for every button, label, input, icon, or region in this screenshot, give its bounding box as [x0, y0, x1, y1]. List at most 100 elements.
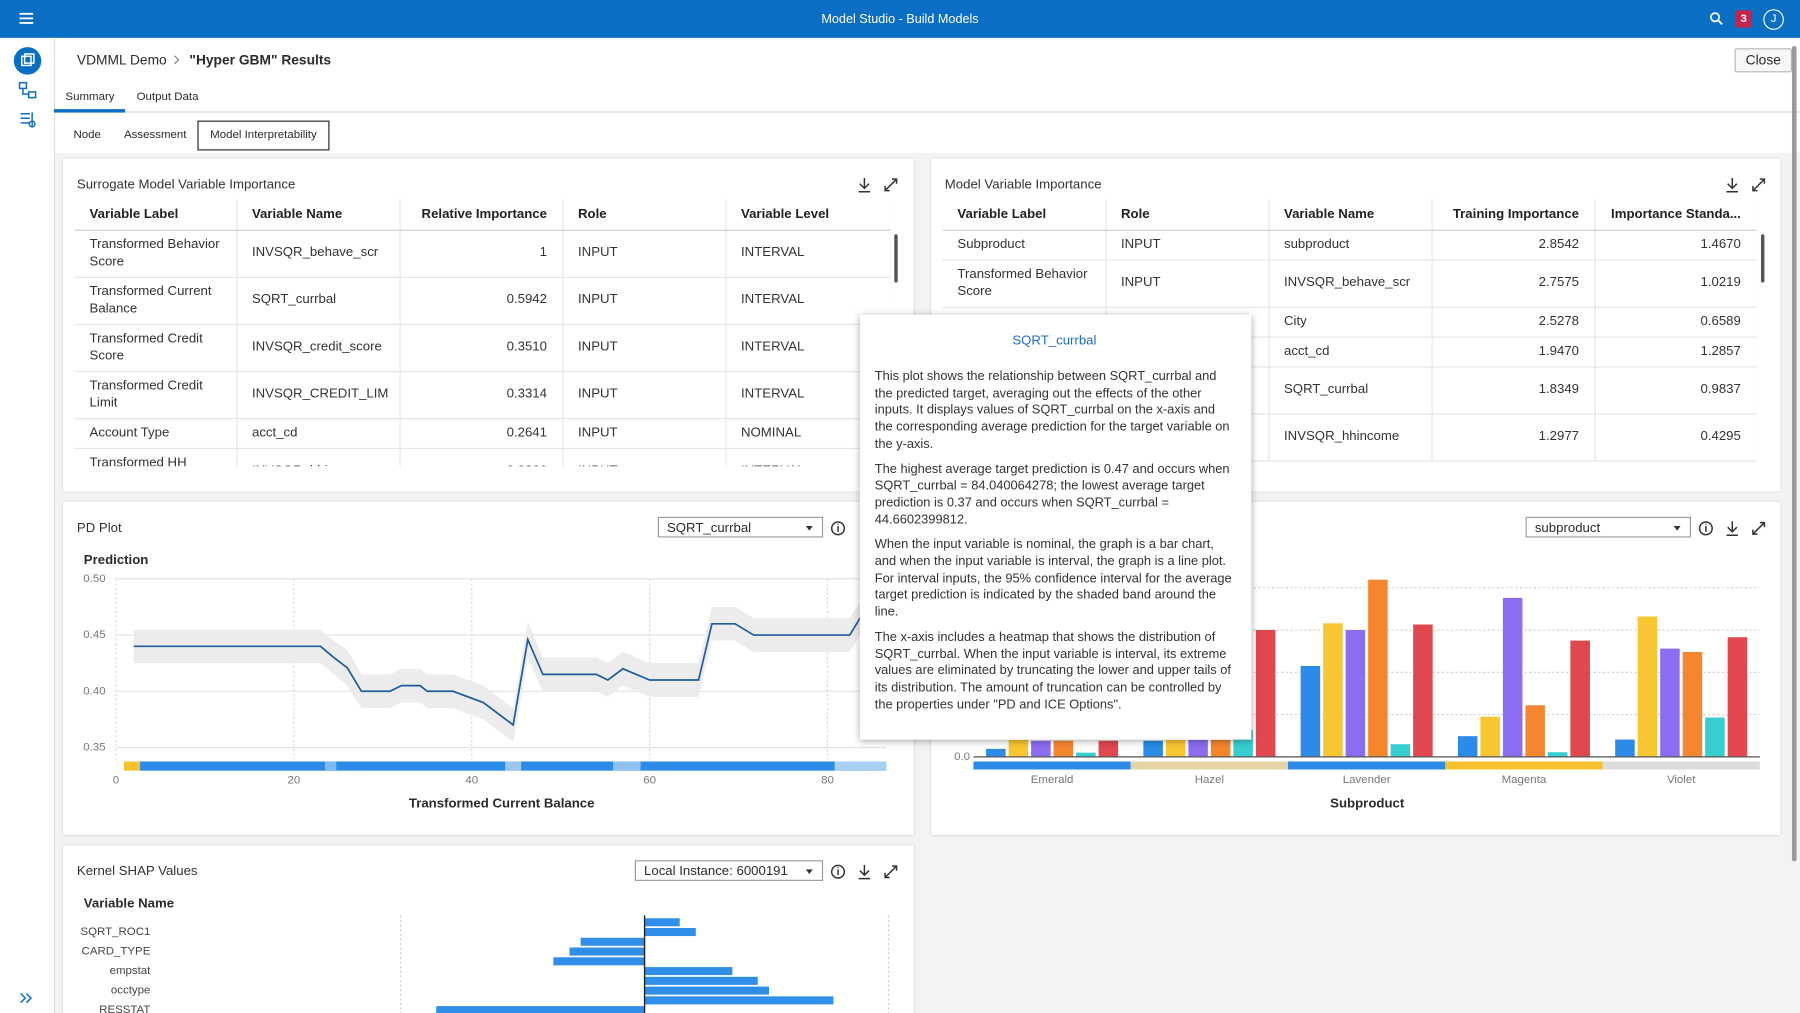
- table-cell: INVSQR_hhincome: [236, 447, 401, 467]
- search-button[interactable]: [1709, 11, 1723, 25]
- info-button[interactable]: [830, 521, 846, 536]
- table-cell: 1.2977: [1431, 413, 1596, 462]
- results-icon[interactable]: [18, 110, 36, 128]
- table-cell: 2.7575: [1431, 259, 1596, 308]
- table-cell: 0.5942: [399, 276, 564, 325]
- table-cell: INTERVAL: [725, 276, 891, 325]
- close-button[interactable]: Close: [1734, 48, 1792, 73]
- column-header[interactable]: Role: [1105, 199, 1270, 231]
- scroll-thumb[interactable]: [894, 234, 898, 283]
- table-cell: Transformed Behavior Score: [942, 259, 1107, 308]
- x-tick-label: 60: [643, 775, 656, 787]
- table-cell: INPUT: [562, 323, 727, 372]
- x-tick-label: Hazel: [1195, 774, 1224, 786]
- table-cell: 1.4670: [1594, 229, 1757, 261]
- bar: [1457, 736, 1478, 757]
- bar: [644, 967, 733, 976]
- pd-panel: [63, 501, 914, 835]
- tooltip-paragraph: The x-axis includes a heatmap that shows…: [874, 630, 1231, 712]
- column-header[interactable]: Variable Name: [236, 199, 401, 231]
- column-header[interactable]: Variable Level: [725, 199, 891, 231]
- bar: [1368, 579, 1388, 757]
- y-tick-label: 0.35: [83, 742, 105, 754]
- data-table: Variable Label Variable Name Relative Impo…: [74, 199, 891, 467]
- tooltip-paragraph: The highest average target prediction is…: [874, 462, 1230, 527]
- tab-output-data[interactable]: Output Data: [136, 90, 199, 104]
- bar: [986, 748, 1006, 757]
- table-cell: INPUT: [1105, 229, 1270, 261]
- data-icon[interactable]: [18, 81, 37, 100]
- variable-select[interactable]: SQRT_currbal: [657, 516, 824, 538]
- column-header[interactable]: Role: [562, 199, 727, 231]
- instance-select[interactable]: Local Instance: 6000191: [634, 860, 824, 881]
- y-tick-label: 0.0: [954, 751, 970, 763]
- pd-line: [133, 612, 865, 727]
- info-button[interactable]: [830, 864, 846, 879]
- bar: [1637, 616, 1658, 757]
- x-tick-label: Magenta: [1502, 774, 1547, 786]
- y-tick-label: 0.45: [83, 629, 105, 641]
- expand-button[interactable]: [1752, 178, 1766, 192]
- table-cell: SQRT_currbal: [236, 276, 401, 325]
- bar: [553, 957, 645, 966]
- table-cell: 0.3510: [399, 323, 564, 372]
- menu-button[interactable]: [19, 12, 34, 24]
- table-cell: 1.0219: [1594, 259, 1757, 308]
- table-cell: SQRT_currbal: [1268, 366, 1433, 415]
- header-area: [55, 37, 1800, 153]
- bar: [580, 937, 645, 946]
- table-cell: acct_cd: [1268, 336, 1433, 367]
- table-row: Transformed HH IncomeINVSQR_hhincome0.23…: [74, 447, 891, 467]
- table-cell: 1.8349: [1431, 366, 1596, 415]
- subtab-node[interactable]: Node: [73, 128, 101, 142]
- bar: [1413, 624, 1433, 757]
- download-button[interactable]: [1726, 178, 1739, 193]
- download-button[interactable]: [1726, 521, 1739, 536]
- download-button[interactable]: [858, 178, 871, 193]
- expand-button[interactable]: [884, 865, 898, 879]
- column-header[interactable]: Importance Standa...: [1594, 199, 1757, 231]
- variable-select[interactable]: subproduct: [1525, 516, 1691, 538]
- column-header[interactable]: Training Importance: [1431, 199, 1596, 231]
- subtab-assessment[interactable]: Assessment: [123, 128, 187, 142]
- bar: [1705, 717, 1725, 757]
- bar: [644, 928, 696, 937]
- table-row: Transformed Behavior Score INVSQR_behave_…: [74, 229, 891, 278]
- table-row: Transformed Credit Score INVSQR_credit_sc…: [74, 323, 891, 372]
- page-scrollbar[interactable]: [1791, 45, 1797, 862]
- user-avatar[interactable]: J: [1763, 9, 1784, 30]
- x-tick-label: 20: [287, 775, 300, 787]
- table-cell: INVSQR_credit_score: [236, 323, 401, 372]
- expand-sidebar[interactable]: [20, 992, 34, 1004]
- subtab-interpretability[interactable]: Model Interpretability: [197, 120, 330, 151]
- x-tick-label: Violet: [1667, 774, 1696, 786]
- column-header[interactable]: Relative Importance: [399, 199, 564, 231]
- info-button[interactable]: [1698, 521, 1713, 536]
- expand-button[interactable]: [1752, 521, 1766, 535]
- pipeline-icon[interactable]: [13, 46, 43, 76]
- bar: [1076, 752, 1096, 757]
- y-tick-label: 0.40: [83, 685, 105, 697]
- table-cell: 1.9470: [1431, 336, 1596, 367]
- table-cell: INVSQR_CREDIT_LIM: [236, 370, 401, 419]
- bar: [1480, 716, 1500, 757]
- x-tick-label: 0: [113, 775, 119, 787]
- table-row: Subproduct INPUT subproduct 2.8542 1.4670: [942, 229, 1757, 261]
- panel-title: PD Plot: [76, 521, 122, 536]
- expand-button[interactable]: [884, 178, 898, 192]
- tab-summary[interactable]: Summary: [65, 90, 115, 104]
- column-header[interactable]: Variable Label: [74, 199, 238, 231]
- breadcrumb-project[interactable]: VDMML Demo: [76, 51, 167, 68]
- scroll-thumb[interactable]: [1760, 234, 1765, 283]
- sidebar: [0, 37, 56, 1013]
- tooltip-paragraph: This plot shows the relationship between…: [874, 369, 1230, 452]
- notification-badge[interactable]: 3: [1735, 10, 1752, 28]
- column-header[interactable]: Variable Name: [1268, 199, 1433, 231]
- y-tick-label: RESSTAT: [99, 1004, 150, 1013]
- download-button[interactable]: [858, 864, 871, 880]
- table-cell: 1: [399, 229, 564, 278]
- bar: [1547, 752, 1568, 757]
- column-header[interactable]: Variable Label: [942, 199, 1107, 231]
- bar: [1615, 739, 1635, 757]
- table-cell: INPUT: [1105, 259, 1270, 308]
